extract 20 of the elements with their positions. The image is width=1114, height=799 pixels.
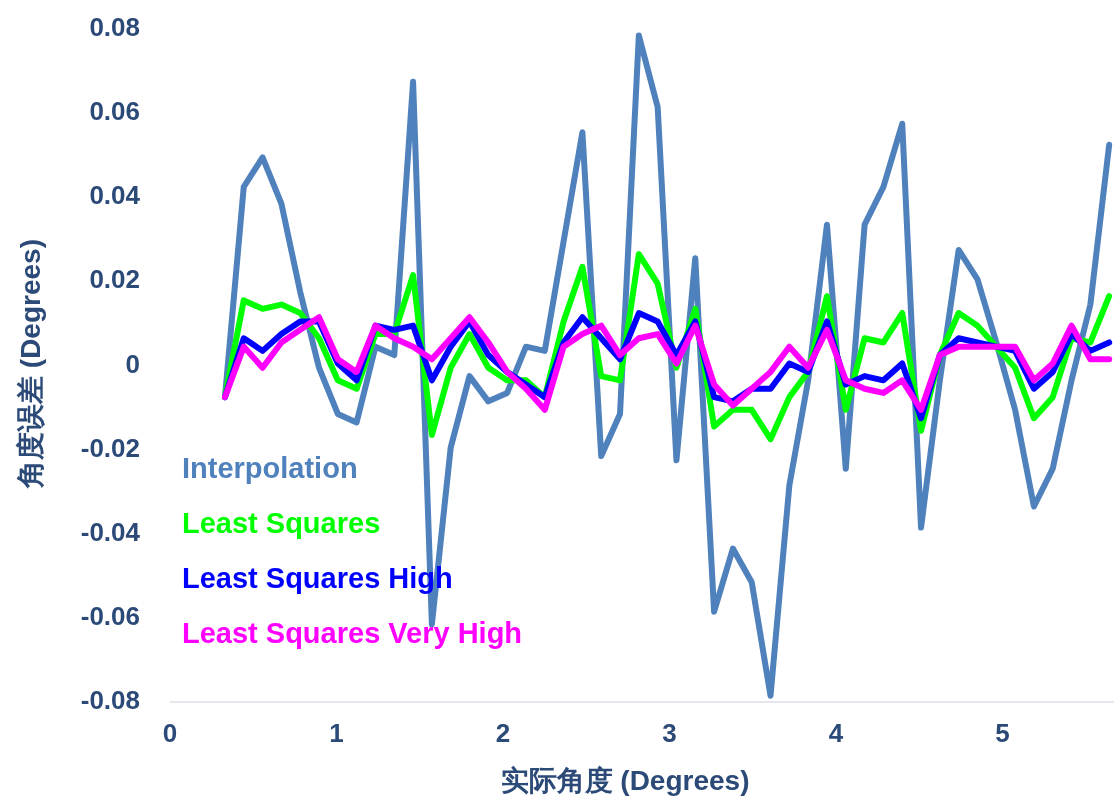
y-tick-label: -0.04 xyxy=(80,516,141,547)
text: Least Squares Very High xyxy=(182,617,523,649)
x-tick-label: 4 xyxy=(828,718,844,748)
x-tick-label: 5 xyxy=(995,718,1010,748)
y-tick-label: 0 xyxy=(125,348,140,379)
y-axis-title: 角度误差 (Degrees) xyxy=(15,239,46,489)
x-tick-label: 1 xyxy=(329,718,344,748)
y-tick-label: -0.02 xyxy=(80,432,140,463)
x-tick-label: 2 xyxy=(495,718,511,748)
x-tick-label: 0 xyxy=(162,718,178,748)
series-label: Interpolation xyxy=(182,452,358,484)
x-axis-title: 实际角度 (Degrees) xyxy=(500,765,750,796)
y-tick-label: -0.06 xyxy=(80,600,140,631)
y-tick-label: 0.02 xyxy=(89,264,140,295)
y-tick-label: -0.08 xyxy=(80,685,140,715)
x-tick-label: 3 xyxy=(662,718,677,748)
y-tick-label: 0.08 xyxy=(89,12,140,42)
y-tick-label: 0.06 xyxy=(89,96,140,127)
text: Least Squares xyxy=(182,507,381,539)
y-tick-label: 0.04 xyxy=(89,180,141,211)
